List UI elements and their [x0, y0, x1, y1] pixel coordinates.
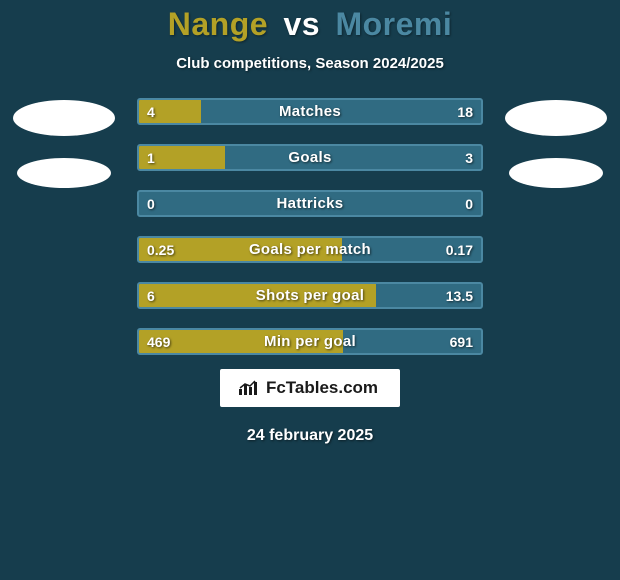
stat-bar: 469691Min per goal [137, 328, 483, 355]
vs-word: vs [283, 6, 320, 42]
title: Nange vs Moremi [168, 6, 452, 43]
stat-label: Min per goal [139, 330, 481, 353]
stat-label: Shots per goal [139, 284, 481, 307]
main-row: 418Matches 13Goals 00Hattricks 0.250.17Goal… [0, 98, 620, 355]
left-avatar-column [9, 98, 119, 188]
player-right-name: Moremi [335, 6, 452, 42]
player-right-team-logo [509, 158, 603, 188]
stat-label: Hattricks [139, 192, 481, 215]
right-avatar-column [501, 98, 611, 188]
stat-label: Goals per match [139, 238, 481, 261]
player-left-team-logo [17, 158, 111, 188]
date: 24 february 2025 [247, 427, 373, 445]
stat-bar: 13Goals [137, 144, 483, 171]
player-right-avatar [505, 100, 607, 136]
stat-bar: 418Matches [137, 98, 483, 125]
player-left-name: Nange [168, 6, 268, 42]
stat-bar: 613.5Shots per goal [137, 282, 483, 309]
stat-label: Matches [139, 100, 481, 123]
brand-badge[interactable]: FcTables.com [220, 369, 400, 407]
stat-label: Goals [139, 146, 481, 169]
stat-bar: 0.250.17Goals per match [137, 236, 483, 263]
subtitle: Club competitions, Season 2024/2025 [176, 55, 444, 72]
bar-chart-icon [238, 380, 258, 396]
player-left-avatar [13, 100, 115, 136]
stat-bars: 418Matches 13Goals 00Hattricks 0.250.17Goal… [137, 98, 483, 355]
comparison-card: Nange vs Moremi Club competitions, Seaso… [0, 0, 620, 580]
brand-text: FcTables.com [266, 378, 378, 398]
stat-bar: 00Hattricks [137, 190, 483, 217]
